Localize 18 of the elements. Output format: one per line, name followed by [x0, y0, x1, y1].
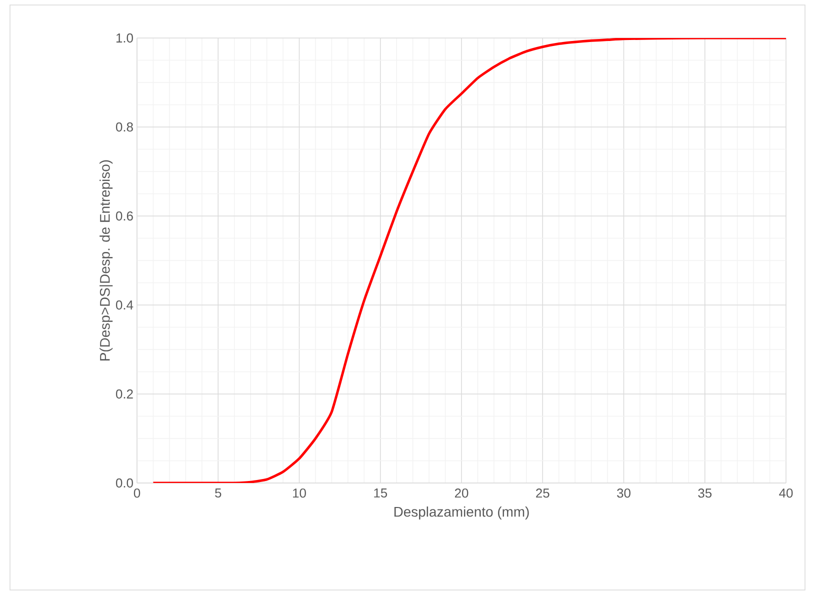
x-axis-title: Desplazamiento (mm)	[394, 506, 529, 520]
y-tick-label: 0.2	[116, 389, 133, 399]
x-tick-label: 10	[293, 488, 306, 498]
y-tick-label: 0.0	[116, 478, 133, 488]
x-tick-label: 35	[698, 488, 712, 498]
x-tick-label: 20	[454, 488, 468, 498]
x-tick-label: 0	[134, 488, 140, 498]
y-tick-label: 0.6	[116, 211, 133, 221]
x-tick-label: 5	[215, 488, 222, 498]
x-tick-label: 30	[617, 488, 630, 498]
line-series	[152, 38, 786, 483]
y-tick-label: 0.4	[116, 300, 134, 310]
y-tick-label: 0.8	[116, 122, 133, 132]
x-tick-label: 15	[374, 488, 388, 498]
y-axis-title: P(Desp>DS|Desp. de Entrepiso)	[100, 160, 113, 360]
x-tick-label: 40	[779, 488, 793, 498]
x-tick-label: 25	[536, 488, 550, 498]
y-tick-label: 1.0	[116, 33, 133, 43]
